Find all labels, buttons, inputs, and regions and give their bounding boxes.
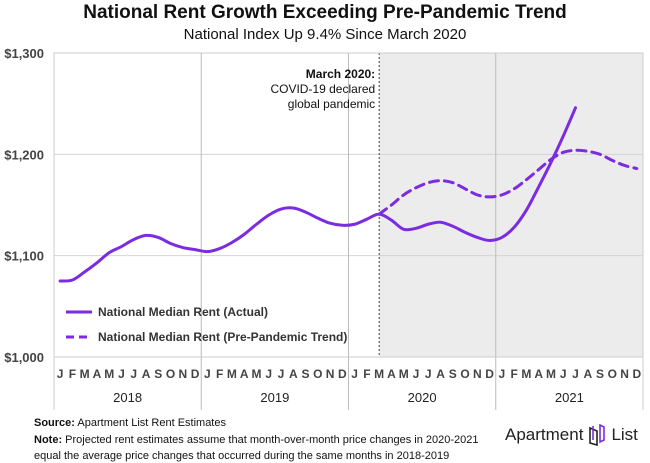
y-tick-label: $1,300 (4, 46, 44, 61)
month-tick-label: N (326, 367, 335, 381)
month-tick-label: N (473, 367, 482, 381)
month-tick-label: M (80, 367, 90, 381)
annotation-line-2: global pandemic (288, 97, 375, 111)
year-label: 2020 (408, 390, 437, 405)
month-tick-label: M (251, 367, 261, 381)
y-tick-label: $1,200 (4, 147, 44, 162)
month-tick-label: A (583, 367, 592, 381)
month-tick-label: A (436, 367, 445, 381)
month-tick-label: J (425, 367, 432, 381)
month-tick-label: J (560, 367, 567, 381)
month-tick-label: D (338, 367, 347, 381)
month-tick-label: O (313, 367, 322, 381)
source-text: Apartment List Rent Estimates (77, 417, 226, 429)
month-tick-label: M (227, 367, 237, 381)
month-tick-label: A (240, 367, 249, 381)
note: Note: Projected rent estimates assume th… (34, 434, 479, 446)
month-tick-label: O (608, 367, 617, 381)
year-label: 2021 (555, 390, 584, 405)
month-tick-label: J (204, 367, 211, 381)
y-tick-label: $1,100 (4, 249, 44, 264)
source-label: Source: (34, 417, 75, 429)
plot-border (53, 52, 644, 358)
month-tick-label: J (413, 367, 420, 381)
month-tick-label: F (216, 367, 223, 381)
month-tick-label: F (363, 367, 370, 381)
month-tick-label: J (57, 367, 64, 381)
logo-text-right: List (611, 425, 638, 444)
month-tick-label: S (596, 367, 604, 381)
legend-label: National Median Rent (Pre-Pandemic Trend… (98, 330, 347, 344)
month-tick-label: A (289, 367, 298, 381)
month-tick-label: F (69, 367, 76, 381)
month-tick-label: M (104, 367, 114, 381)
month-tick-label: J (265, 367, 272, 381)
month-tick-label: D (485, 367, 494, 381)
month-tick-label: S (154, 367, 162, 381)
month-tick-label: J (572, 367, 579, 381)
month-tick-label: J (499, 367, 506, 381)
note-line-2: equal the average price changes that occ… (34, 450, 450, 462)
month-tick-label: M (374, 367, 384, 381)
trend-series-line (377, 148, 639, 216)
month-tick-label: N (620, 367, 629, 381)
month-tick-label: M (546, 367, 556, 381)
month-tick-label: A (387, 367, 396, 381)
source-note: Source: Apartment List Rent Estimates (34, 417, 226, 429)
note-line-1: Projected rent estimates assume that mon… (65, 434, 479, 446)
month-tick-label: M (399, 367, 409, 381)
month-tick-label: A (142, 367, 151, 381)
note-label: Note: (34, 434, 63, 446)
month-tick-label: M (521, 367, 531, 381)
pandemic-shaded-region (379, 53, 643, 357)
year-label: 2018 (113, 390, 142, 405)
month-tick-label: F (510, 367, 517, 381)
month-tick-label: J (130, 367, 137, 381)
chart-subtitle: National Index Up 9.4% Since March 2020 (183, 26, 467, 43)
legend-label: National Median Rent (Actual) (98, 305, 268, 319)
actual-series-line (58, 106, 578, 283)
chart-title: National Rent Growth Exceeding Pre-Pande… (83, 2, 567, 23)
annotation-title: March 2020: (306, 67, 375, 81)
apartment-list-logo: Apartment List (505, 424, 638, 446)
month-tick-label: A (93, 367, 102, 381)
month-tick-label: J (278, 367, 285, 381)
month-tick-label: O (166, 367, 175, 381)
annotation-line-1: COVID-19 declared (270, 82, 375, 96)
month-tick-label: A (534, 367, 543, 381)
y-tick-label: $1,000 (4, 350, 44, 365)
month-tick-label: N (179, 367, 188, 381)
month-tick-label: S (302, 367, 310, 381)
month-tick-label: J (351, 367, 358, 381)
month-tick-label: S (449, 367, 457, 381)
month-tick-label: O (460, 367, 469, 381)
year-label: 2019 (260, 390, 289, 405)
month-tick-label: D (191, 367, 200, 381)
logo-text-left: Apartment (505, 425, 584, 444)
building-logo-icon (589, 424, 606, 446)
month-tick-label: D (633, 367, 642, 381)
month-tick-label: J (118, 367, 125, 381)
